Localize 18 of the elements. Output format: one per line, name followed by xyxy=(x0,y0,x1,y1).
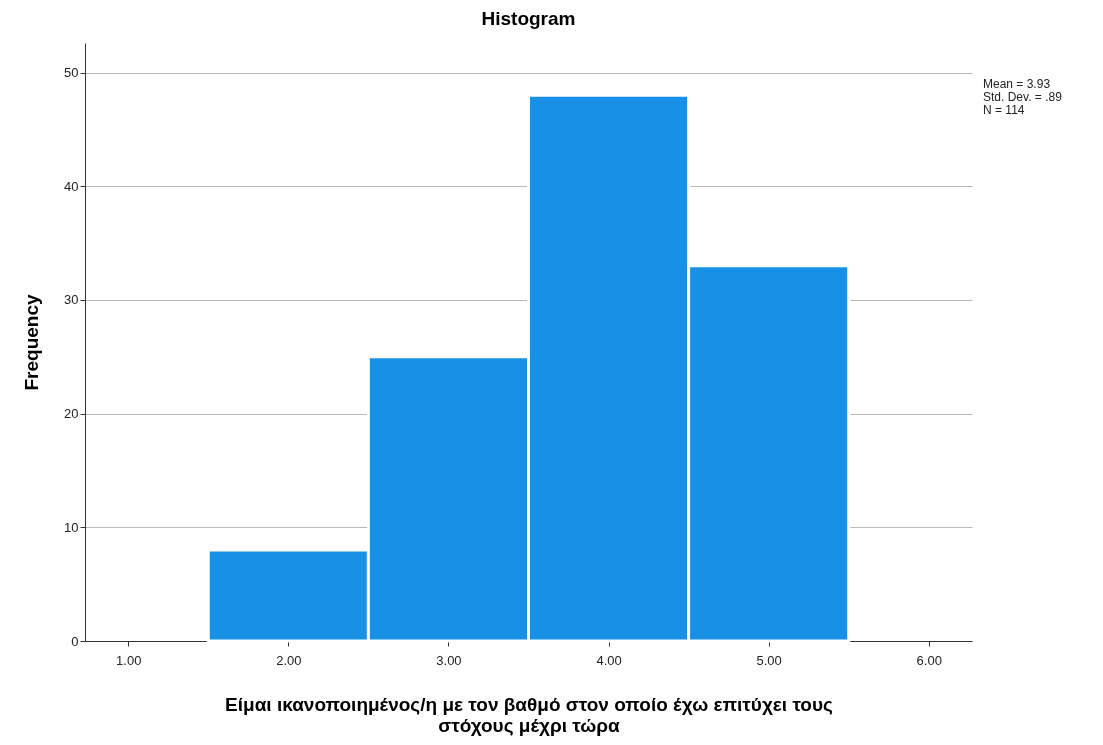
y-axis-title: Frequency xyxy=(21,294,43,391)
text: N = 114 xyxy=(983,103,1025,117)
x-axis-title: Είμαι ικανοποιημένος/η με τον βαθμό στον οποίο έχω επιτύχει τους στόχους μέχρι τώρα xyxy=(225,693,834,736)
text: Mean = 3.93 xyxy=(983,77,1051,91)
y-tick-label: 50 xyxy=(64,65,79,81)
text: Std. Dev. = .89 xyxy=(983,90,1063,104)
y-tick-label: 30 xyxy=(64,292,79,308)
x-tick-label: 4.00 xyxy=(596,652,622,668)
x-tick-label: 6.00 xyxy=(916,652,942,668)
chart-title: Histogram xyxy=(481,8,576,29)
y-tick-label: 10 xyxy=(64,519,79,535)
x-tick-label: 1.00 xyxy=(116,652,142,668)
y-tick-label: 40 xyxy=(64,178,79,194)
x-tick-label: 2.00 xyxy=(276,652,302,668)
y-tick-label: 0 xyxy=(71,633,79,649)
x-tick-label: 3.00 xyxy=(436,652,462,668)
x-tick-label: 5.00 xyxy=(756,652,782,668)
y-tick-label: 20 xyxy=(64,406,79,422)
